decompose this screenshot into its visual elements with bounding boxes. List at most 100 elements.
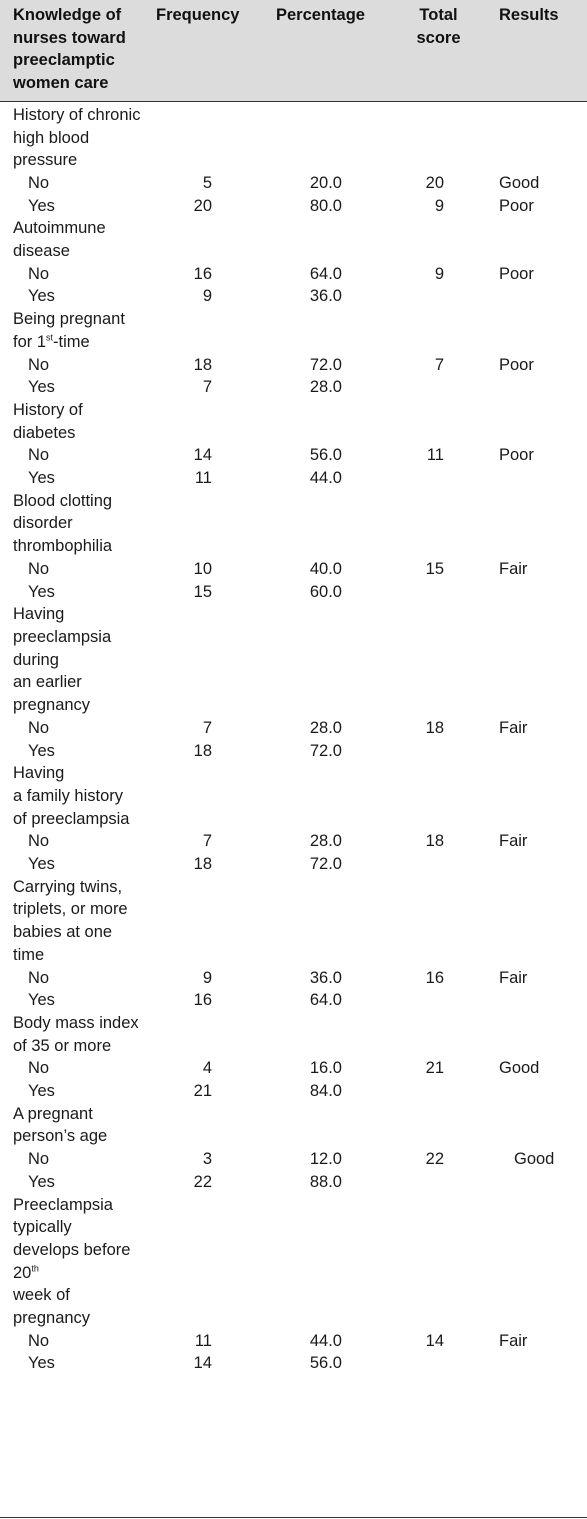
category-row: Carrying twins, triplets, or more babies…	[0, 876, 587, 967]
percentage-cell: 36.0	[309, 287, 342, 306]
table-row: No 10 40.0 15 Fair	[0, 558, 587, 581]
empty-cell	[155, 1103, 268, 1148]
table-row: Yes 18 72.0	[0, 853, 587, 876]
category-text: Carrying twins, triplets, or more babies…	[13, 877, 128, 964]
total-score-cell	[399, 989, 488, 1012]
category-row: History of diabetes	[0, 399, 587, 444]
result-cell: Fair	[499, 1331, 528, 1350]
empty-cell	[268, 217, 399, 262]
empty-cell	[268, 490, 399, 558]
table-bottom-rule	[0, 1517, 587, 1518]
empty-cell	[268, 762, 399, 830]
table-row: No 5 20.0 20 Good	[0, 172, 587, 195]
result-cell	[488, 989, 587, 1012]
total-score-cell: 7	[434, 355, 444, 374]
result-cell: Poor	[499, 355, 534, 374]
frequency-cell: 10	[193, 559, 212, 578]
empty-cell	[488, 876, 587, 967]
empty-cell	[399, 762, 488, 830]
header-total-score: Total score	[399, 0, 488, 102]
category-label: Having a family history of preeclampsia	[0, 762, 155, 830]
table-row: No 3 12.0 22 Good	[0, 1148, 587, 1171]
empty-cell	[268, 399, 399, 444]
category-row: Body mass index of 35 or more	[0, 1012, 587, 1057]
answer-cell: No	[28, 446, 50, 465]
total-score-cell	[399, 581, 488, 604]
answer-cell: No	[28, 355, 50, 374]
category-text: Being pregnant for 1st-time	[13, 310, 125, 351]
answer-cell: Yes	[28, 469, 55, 488]
percentage-cell: 28.0	[309, 832, 342, 851]
total-score-cell: 18	[425, 718, 444, 737]
result-cell: Fair	[499, 968, 528, 987]
answer-cell: No	[28, 1150, 50, 1169]
category-text: Having a family history of preeclampsia	[13, 764, 130, 828]
answer-cell: Yes	[28, 1082, 55, 1101]
total-score-cell	[399, 853, 488, 876]
empty-cell	[155, 217, 268, 262]
empty-cell	[488, 308, 587, 353]
category-label: Preeclampsia typically develops before 2…	[0, 1194, 155, 1330]
table-body: History of chronic high blood pressure No 5…	[0, 101, 587, 1375]
answer-cell: Yes	[28, 196, 55, 215]
empty-cell	[155, 399, 268, 444]
empty-cell	[399, 1103, 488, 1148]
header-results: Results	[488, 0, 587, 102]
total-score-cell: 18	[425, 832, 444, 851]
result-cell	[488, 1080, 587, 1103]
answer-cell: No	[28, 968, 50, 987]
frequency-cell: 11	[194, 469, 212, 488]
empty-cell	[399, 101, 488, 172]
result-cell	[488, 740, 587, 763]
empty-cell	[399, 217, 488, 262]
category-label: Blood clotting disorder thrombophilia	[0, 490, 155, 558]
header-knowledge: Knowledge of nurses toward preeclamptic …	[0, 0, 155, 102]
total-score-cell: 16	[425, 968, 444, 987]
empty-cell	[399, 399, 488, 444]
frequency-cell: 18	[193, 741, 212, 760]
category-text: History of diabetes	[13, 400, 83, 442]
answer-cell: No	[28, 559, 50, 578]
result-cell	[488, 467, 587, 490]
empty-cell	[268, 1103, 399, 1148]
empty-cell	[488, 762, 587, 830]
category-row: Having a family history of preeclampsia	[0, 762, 587, 830]
total-score-cell: 22	[425, 1150, 444, 1169]
percentage-cell: 60.0	[309, 582, 342, 601]
table-row: Yes 7 28.0	[0, 376, 587, 399]
table-row: No 16 64.0 9 Poor	[0, 263, 587, 286]
category-text: A pregnant person’s age	[13, 1104, 108, 1146]
answer-cell: Yes	[28, 741, 55, 760]
category-text: Preeclampsia typically develops before 2…	[13, 1195, 131, 1328]
empty-cell	[268, 1194, 399, 1330]
empty-cell	[268, 603, 399, 717]
header-percentage: Percentage	[268, 0, 399, 102]
frequency-cell: 7	[202, 378, 212, 397]
result-cell: Poor	[499, 196, 534, 215]
category-row: Being pregnant for 1st-time	[0, 308, 587, 353]
header-frequency: Frequency	[155, 0, 268, 102]
answer-cell: No	[28, 832, 50, 851]
header-row: Knowledge of nurses toward preeclamptic …	[0, 0, 587, 102]
table-row: Yes 16 64.0	[0, 989, 587, 1012]
category-label: A pregnant person’s age	[0, 1103, 155, 1148]
result-cell: Poor	[499, 446, 534, 465]
empty-cell	[155, 308, 268, 353]
frequency-cell: 3	[202, 1150, 212, 1169]
percentage-cell: 72.0	[309, 855, 342, 874]
table-row: No 7 28.0 18 Fair	[0, 830, 587, 853]
percentage-cell: 64.0	[309, 264, 342, 283]
table-row: No 7 28.0 18 Fair	[0, 717, 587, 740]
frequency-cell: 15	[193, 582, 212, 601]
table-row: Yes 11 44.0	[0, 467, 587, 490]
total-score-cell	[399, 285, 488, 308]
percentage-cell: 72.0	[309, 355, 342, 374]
percentage-cell: 12.0	[309, 1150, 342, 1169]
total-score-cell: 14	[425, 1331, 444, 1350]
percentage-cell: 20.0	[309, 173, 342, 192]
percentage-cell: 80.0	[309, 196, 342, 215]
total-score-cell	[399, 1352, 488, 1375]
percentage-cell: 56.0	[309, 446, 342, 465]
empty-cell	[488, 399, 587, 444]
total-score-cell	[399, 1080, 488, 1103]
